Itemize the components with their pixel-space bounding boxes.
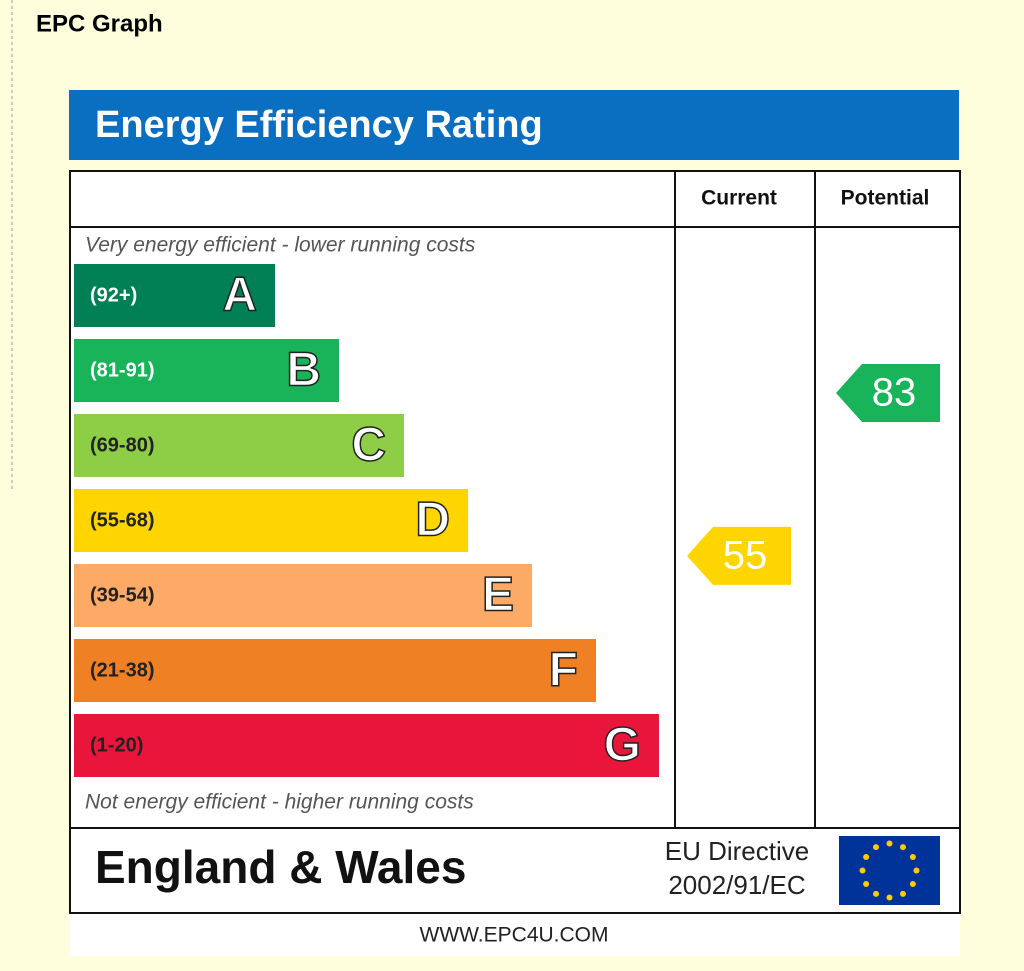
url: WWW.EPC4U.COM [420, 924, 609, 947]
band [74, 639, 596, 702]
band-range: (21-38) [90, 659, 154, 681]
band [74, 564, 532, 627]
band-range: (55-68) [90, 509, 154, 531]
rating-value: 55 [723, 533, 768, 577]
eu-star [873, 890, 879, 897]
eu-flag [839, 836, 940, 905]
eu-star [859, 867, 866, 874]
band-range: (39-54) [90, 584, 154, 606]
eu-star [909, 854, 916, 860]
bottom-note: Not energy efficient - higher running co… [85, 791, 474, 814]
band-letter: F [549, 644, 578, 697]
top-note: Very energy efficient - lower running co… [85, 234, 476, 257]
band [74, 264, 275, 327]
rating-arrow [687, 526, 791, 585]
region: England & Wales [95, 841, 466, 893]
band-letter: E [482, 569, 514, 622]
eu-star [909, 881, 916, 887]
eu-star [900, 890, 906, 897]
band [74, 414, 404, 477]
band-range: (92+) [90, 284, 137, 306]
band [74, 339, 339, 402]
column-header: Potential [841, 187, 930, 210]
band [74, 489, 468, 552]
band-letter: G [604, 719, 641, 772]
eu-star [913, 867, 920, 874]
eu-star [873, 844, 879, 851]
url-strip [70, 914, 960, 956]
band-letter: B [286, 344, 321, 397]
directive-code: 2002/91/EC [668, 870, 805, 900]
band-range: (69-80) [90, 434, 154, 456]
eu-star [886, 894, 893, 901]
eu-star [863, 854, 870, 860]
band-range: (81-91) [90, 359, 154, 381]
column-header: Current [701, 187, 777, 210]
title-bar [69, 90, 959, 160]
heading: EPC Graph [36, 10, 163, 37]
rating-arrow [836, 363, 940, 422]
eu-star [900, 844, 906, 851]
rating-value: 83 [872, 371, 917, 415]
band-letter: C [351, 419, 386, 472]
band-range: (1-20) [90, 734, 143, 756]
eu-star [863, 881, 870, 887]
directive: EU Directive [665, 836, 809, 866]
eu-star [886, 840, 893, 847]
band-letter: D [415, 494, 450, 547]
title: Energy Efficiency Rating [95, 104, 543, 146]
band [74, 714, 659, 777]
band-letter: A [222, 269, 257, 322]
